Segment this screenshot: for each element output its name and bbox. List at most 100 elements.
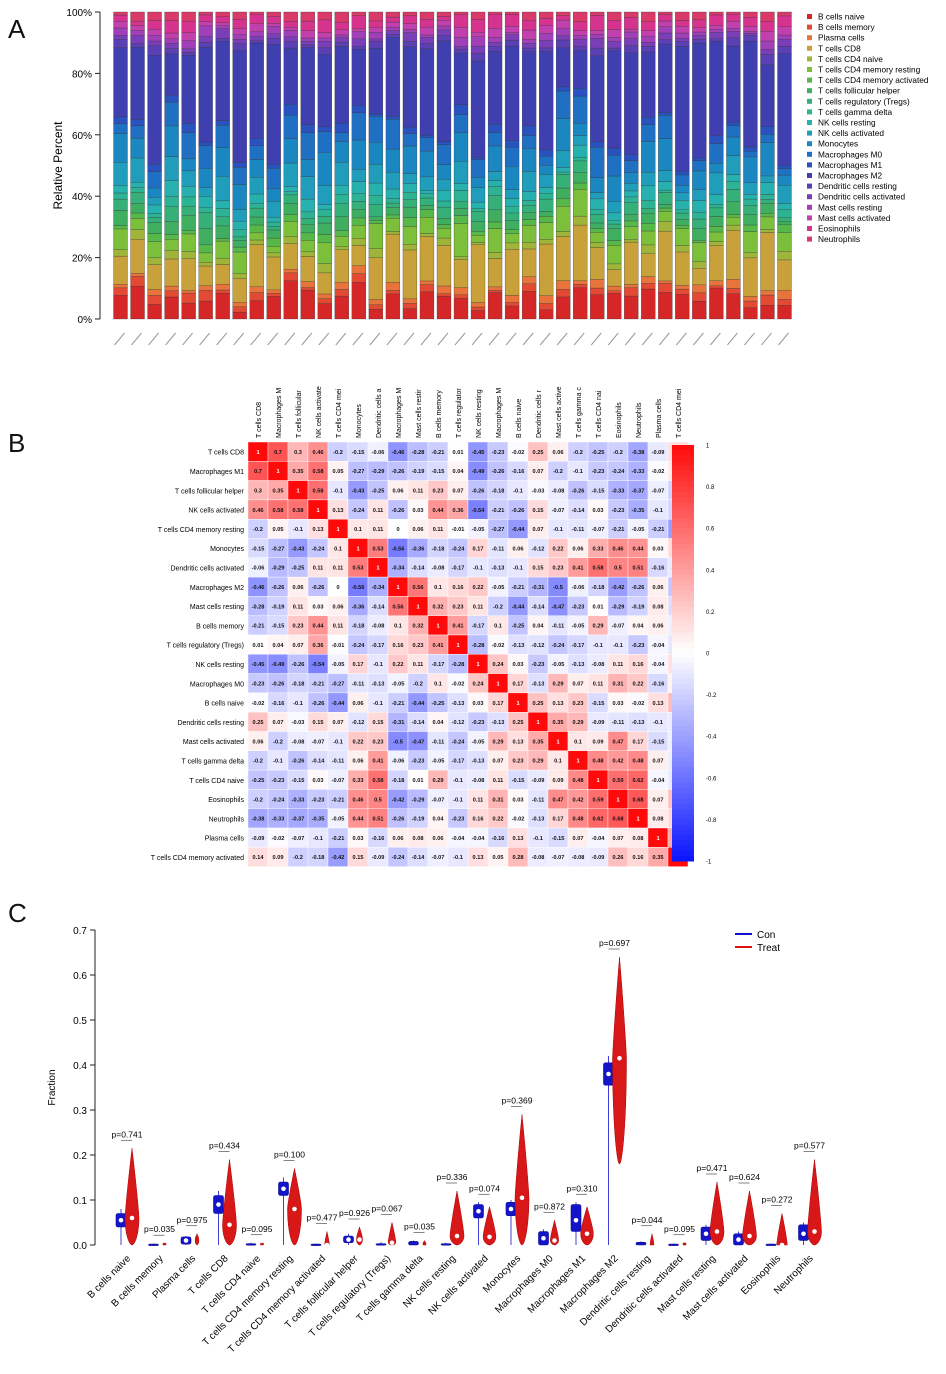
cell-value: 0.53 bbox=[373, 546, 384, 552]
column-label: T cells CD4 mei bbox=[336, 388, 343, 438]
bar-segment bbox=[181, 123, 196, 133]
bar-segment bbox=[266, 201, 281, 218]
bar-segment bbox=[113, 162, 128, 186]
bar-segment bbox=[266, 237, 281, 247]
bar-segment bbox=[419, 150, 435, 178]
bar-segment bbox=[402, 173, 418, 184]
cell-value: 0.5 bbox=[614, 566, 622, 572]
bar-segment bbox=[164, 206, 179, 222]
bar-segment bbox=[147, 20, 162, 30]
legend-swatch bbox=[807, 98, 812, 104]
bar-segment bbox=[232, 184, 247, 210]
cell-value: -0.02 bbox=[632, 701, 645, 707]
scale-step bbox=[672, 829, 694, 836]
bar-segment bbox=[641, 42, 656, 47]
scale-step bbox=[672, 627, 694, 633]
bar-segment bbox=[692, 170, 707, 190]
cell-value: 0.07 bbox=[533, 469, 544, 475]
bar-segment bbox=[504, 166, 520, 190]
bar-segment bbox=[760, 194, 775, 200]
cell-value: 0.23 bbox=[553, 566, 564, 572]
cell-value: -0.2 bbox=[573, 450, 583, 456]
cell-value: -0.1 bbox=[573, 469, 583, 475]
bar-segment bbox=[470, 159, 486, 178]
bar-segment bbox=[368, 223, 384, 249]
bar-segment bbox=[351, 49, 366, 106]
bar-segment bbox=[521, 242, 537, 250]
cell-value: -0.25 bbox=[432, 701, 445, 707]
bar-segment bbox=[436, 295, 452, 320]
bar-segment bbox=[198, 141, 213, 146]
cell-value: -0.45 bbox=[252, 662, 265, 668]
bar-segment bbox=[521, 283, 537, 292]
bar-segment bbox=[658, 283, 673, 293]
bar-segment bbox=[590, 279, 605, 289]
row-label: B cells memory bbox=[196, 623, 244, 630]
scale-tick-label: -0.4 bbox=[706, 735, 717, 741]
cell-value: 0.11 bbox=[593, 681, 604, 687]
cell-value: -0.25 bbox=[592, 450, 605, 456]
cell-value: -0.1 bbox=[513, 566, 523, 572]
bar-segment bbox=[692, 292, 707, 302]
cell-value: -0.44 bbox=[512, 604, 526, 610]
bar-segment bbox=[419, 19, 435, 28]
bar-segment bbox=[607, 11, 622, 21]
bar-segment bbox=[539, 149, 554, 157]
bar-segment bbox=[470, 36, 486, 47]
bar-segment bbox=[334, 194, 349, 204]
bar-segment bbox=[641, 11, 656, 22]
bar-segment bbox=[198, 187, 213, 197]
cell-value: 0.13 bbox=[313, 527, 324, 533]
bar-segment bbox=[504, 212, 520, 221]
bar-segment bbox=[539, 51, 554, 151]
cell-value: 1 bbox=[296, 488, 299, 494]
bar-segment bbox=[113, 284, 128, 289]
bar-segment bbox=[539, 25, 554, 34]
bar-segment bbox=[113, 47, 128, 118]
bar-segment bbox=[470, 231, 486, 236]
panel-a: A 0% 20% 40% 60% 80% 100% Relative Percent B ce… bbox=[0, 0, 946, 370]
scale-step bbox=[672, 694, 694, 701]
bar-segment bbox=[351, 46, 366, 50]
bar-segment bbox=[266, 26, 281, 35]
cell-value: -0.14 bbox=[412, 566, 426, 572]
violin-plot: 0.00.10.20.30.40.50.60.7Fractionp=0.741B… bbox=[47, 926, 825, 1355]
scale-tick-label: 0 bbox=[706, 652, 710, 658]
bar-segment bbox=[743, 31, 758, 34]
bar-segment bbox=[334, 37, 349, 43]
cell-value: -0.11 bbox=[572, 527, 584, 533]
x-tick-mark bbox=[233, 332, 245, 346]
cell-value: -0.1 bbox=[373, 662, 383, 668]
bar-segment bbox=[726, 155, 741, 175]
cell-value: -0.1 bbox=[313, 836, 323, 842]
p-value: p=0.697 bbox=[599, 938, 630, 948]
bar-segment bbox=[436, 20, 452, 27]
cell-value: -0.11 bbox=[352, 681, 364, 687]
scale-step bbox=[672, 569, 694, 576]
bar-segment bbox=[436, 11, 452, 17]
x-tick-mark bbox=[624, 332, 636, 346]
bar-segment bbox=[641, 276, 656, 284]
bar-segment bbox=[232, 221, 247, 230]
bar-segment bbox=[487, 132, 503, 147]
cell-value: -0.06 bbox=[252, 566, 265, 572]
cell-value: 0.06 bbox=[353, 759, 364, 765]
bar-segment bbox=[283, 191, 298, 196]
bar-segment bbox=[777, 15, 792, 27]
legend-swatch bbox=[807, 109, 812, 115]
cell-value: -0.04 bbox=[652, 662, 666, 668]
bar-segment bbox=[743, 33, 758, 36]
scale-step bbox=[672, 460, 694, 467]
bar-segment bbox=[249, 159, 264, 178]
scale-step bbox=[672, 486, 694, 493]
bar-segment bbox=[402, 308, 418, 320]
bar-segment bbox=[573, 30, 588, 36]
cell-value: 0.1 bbox=[434, 681, 442, 687]
bar-segment bbox=[658, 230, 673, 282]
bar-segment bbox=[266, 38, 281, 45]
bar-segment bbox=[368, 27, 384, 33]
scale-step bbox=[672, 673, 694, 680]
bar-segment bbox=[539, 222, 554, 240]
x-tick-mark bbox=[165, 332, 176, 346]
scale-step bbox=[672, 580, 694, 586]
